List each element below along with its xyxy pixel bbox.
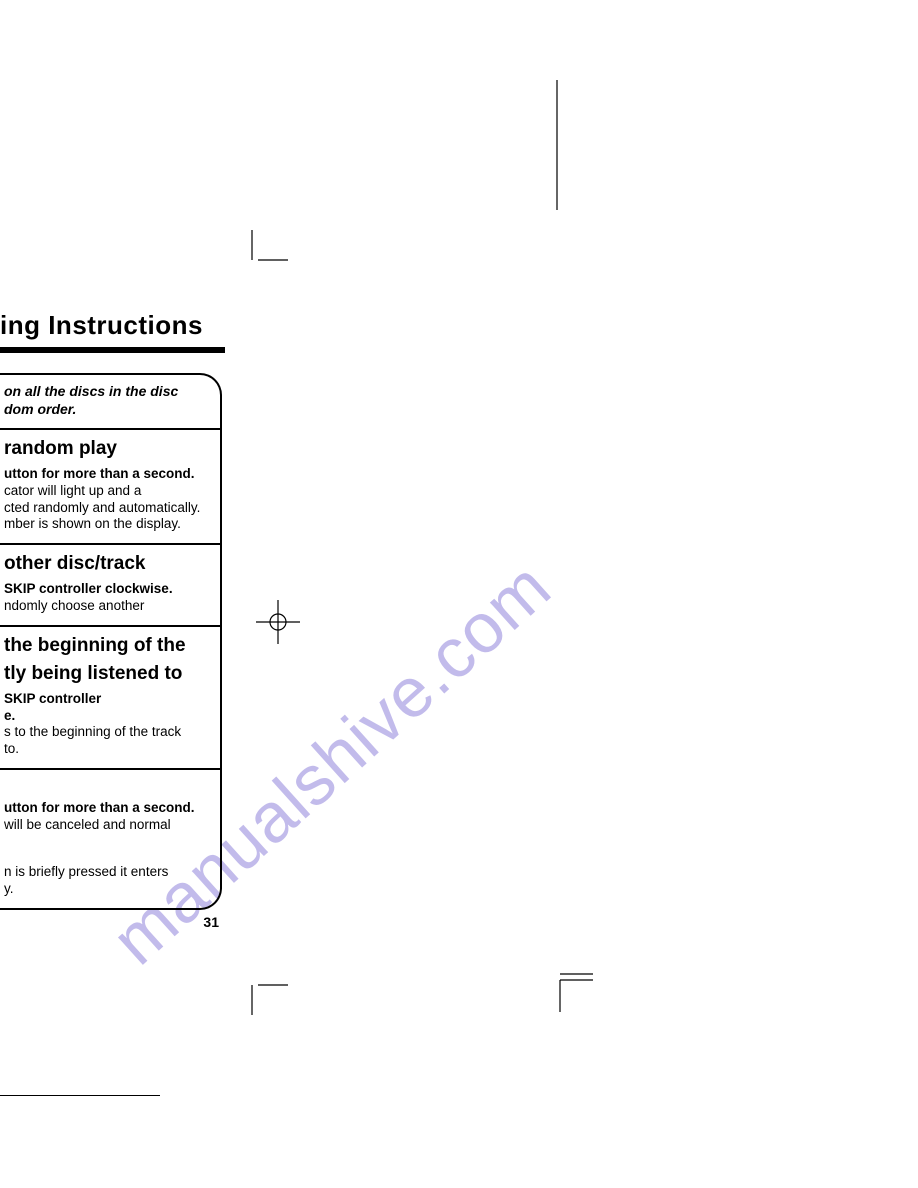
crop-mark-bottom-left [240, 965, 290, 1015]
section-line: s to the beginning of the track [4, 724, 210, 741]
page-title: ing Instructions [0, 310, 225, 353]
page-content: ing Instructions on all the discs in the… [0, 310, 225, 930]
section-other-disc: other disc/track SKIP controller clockwi… [0, 545, 220, 627]
crop-mark-top-left [240, 230, 290, 280]
section-random-play: random play utton for more than a second… [0, 430, 220, 545]
section-cancel: utton for more than a second. will be ca… [0, 770, 220, 908]
section-line: cator will light up and a [4, 483, 210, 500]
section-line: mber is shown on the display. [4, 516, 210, 533]
section-line: utton for more than a second. [4, 466, 210, 483]
section-heading: random play [4, 438, 210, 460]
crop-mark-bottom-right [548, 962, 598, 1012]
intro-line: on all the discs in the disc [4, 383, 210, 401]
section-line: cted randomly and automatically. [4, 500, 210, 517]
section-line: SKIP controller clockwise. [4, 581, 210, 598]
section-line: e. [4, 708, 210, 725]
horizontal-rule-bottom [0, 1095, 160, 1096]
section-line: to. [4, 741, 210, 758]
section-intro: on all the discs in the disc dom order. [0, 375, 220, 430]
instruction-box: on all the discs in the disc dom order. … [0, 373, 222, 910]
section-line: n is briefly pressed it enters [4, 864, 210, 881]
section-beginning: the beginning of the tly being listened … [0, 627, 220, 770]
section-line: y. [4, 881, 210, 898]
section-line: will be canceled and normal [4, 817, 210, 834]
section-heading-line: tly being listened to [4, 663, 210, 685]
section-heading: other disc/track [4, 553, 210, 575]
intro-line: dom order. [4, 401, 210, 419]
registration-mark [256, 600, 300, 644]
section-line: SKIP controller [4, 691, 210, 708]
vertical-line-top [555, 80, 559, 210]
section-line: ndomly choose another [4, 598, 210, 615]
section-heading-line: the beginning of the [4, 635, 210, 657]
section-line: utton for more than a second. [4, 800, 210, 817]
page-number: 31 [0, 914, 225, 930]
